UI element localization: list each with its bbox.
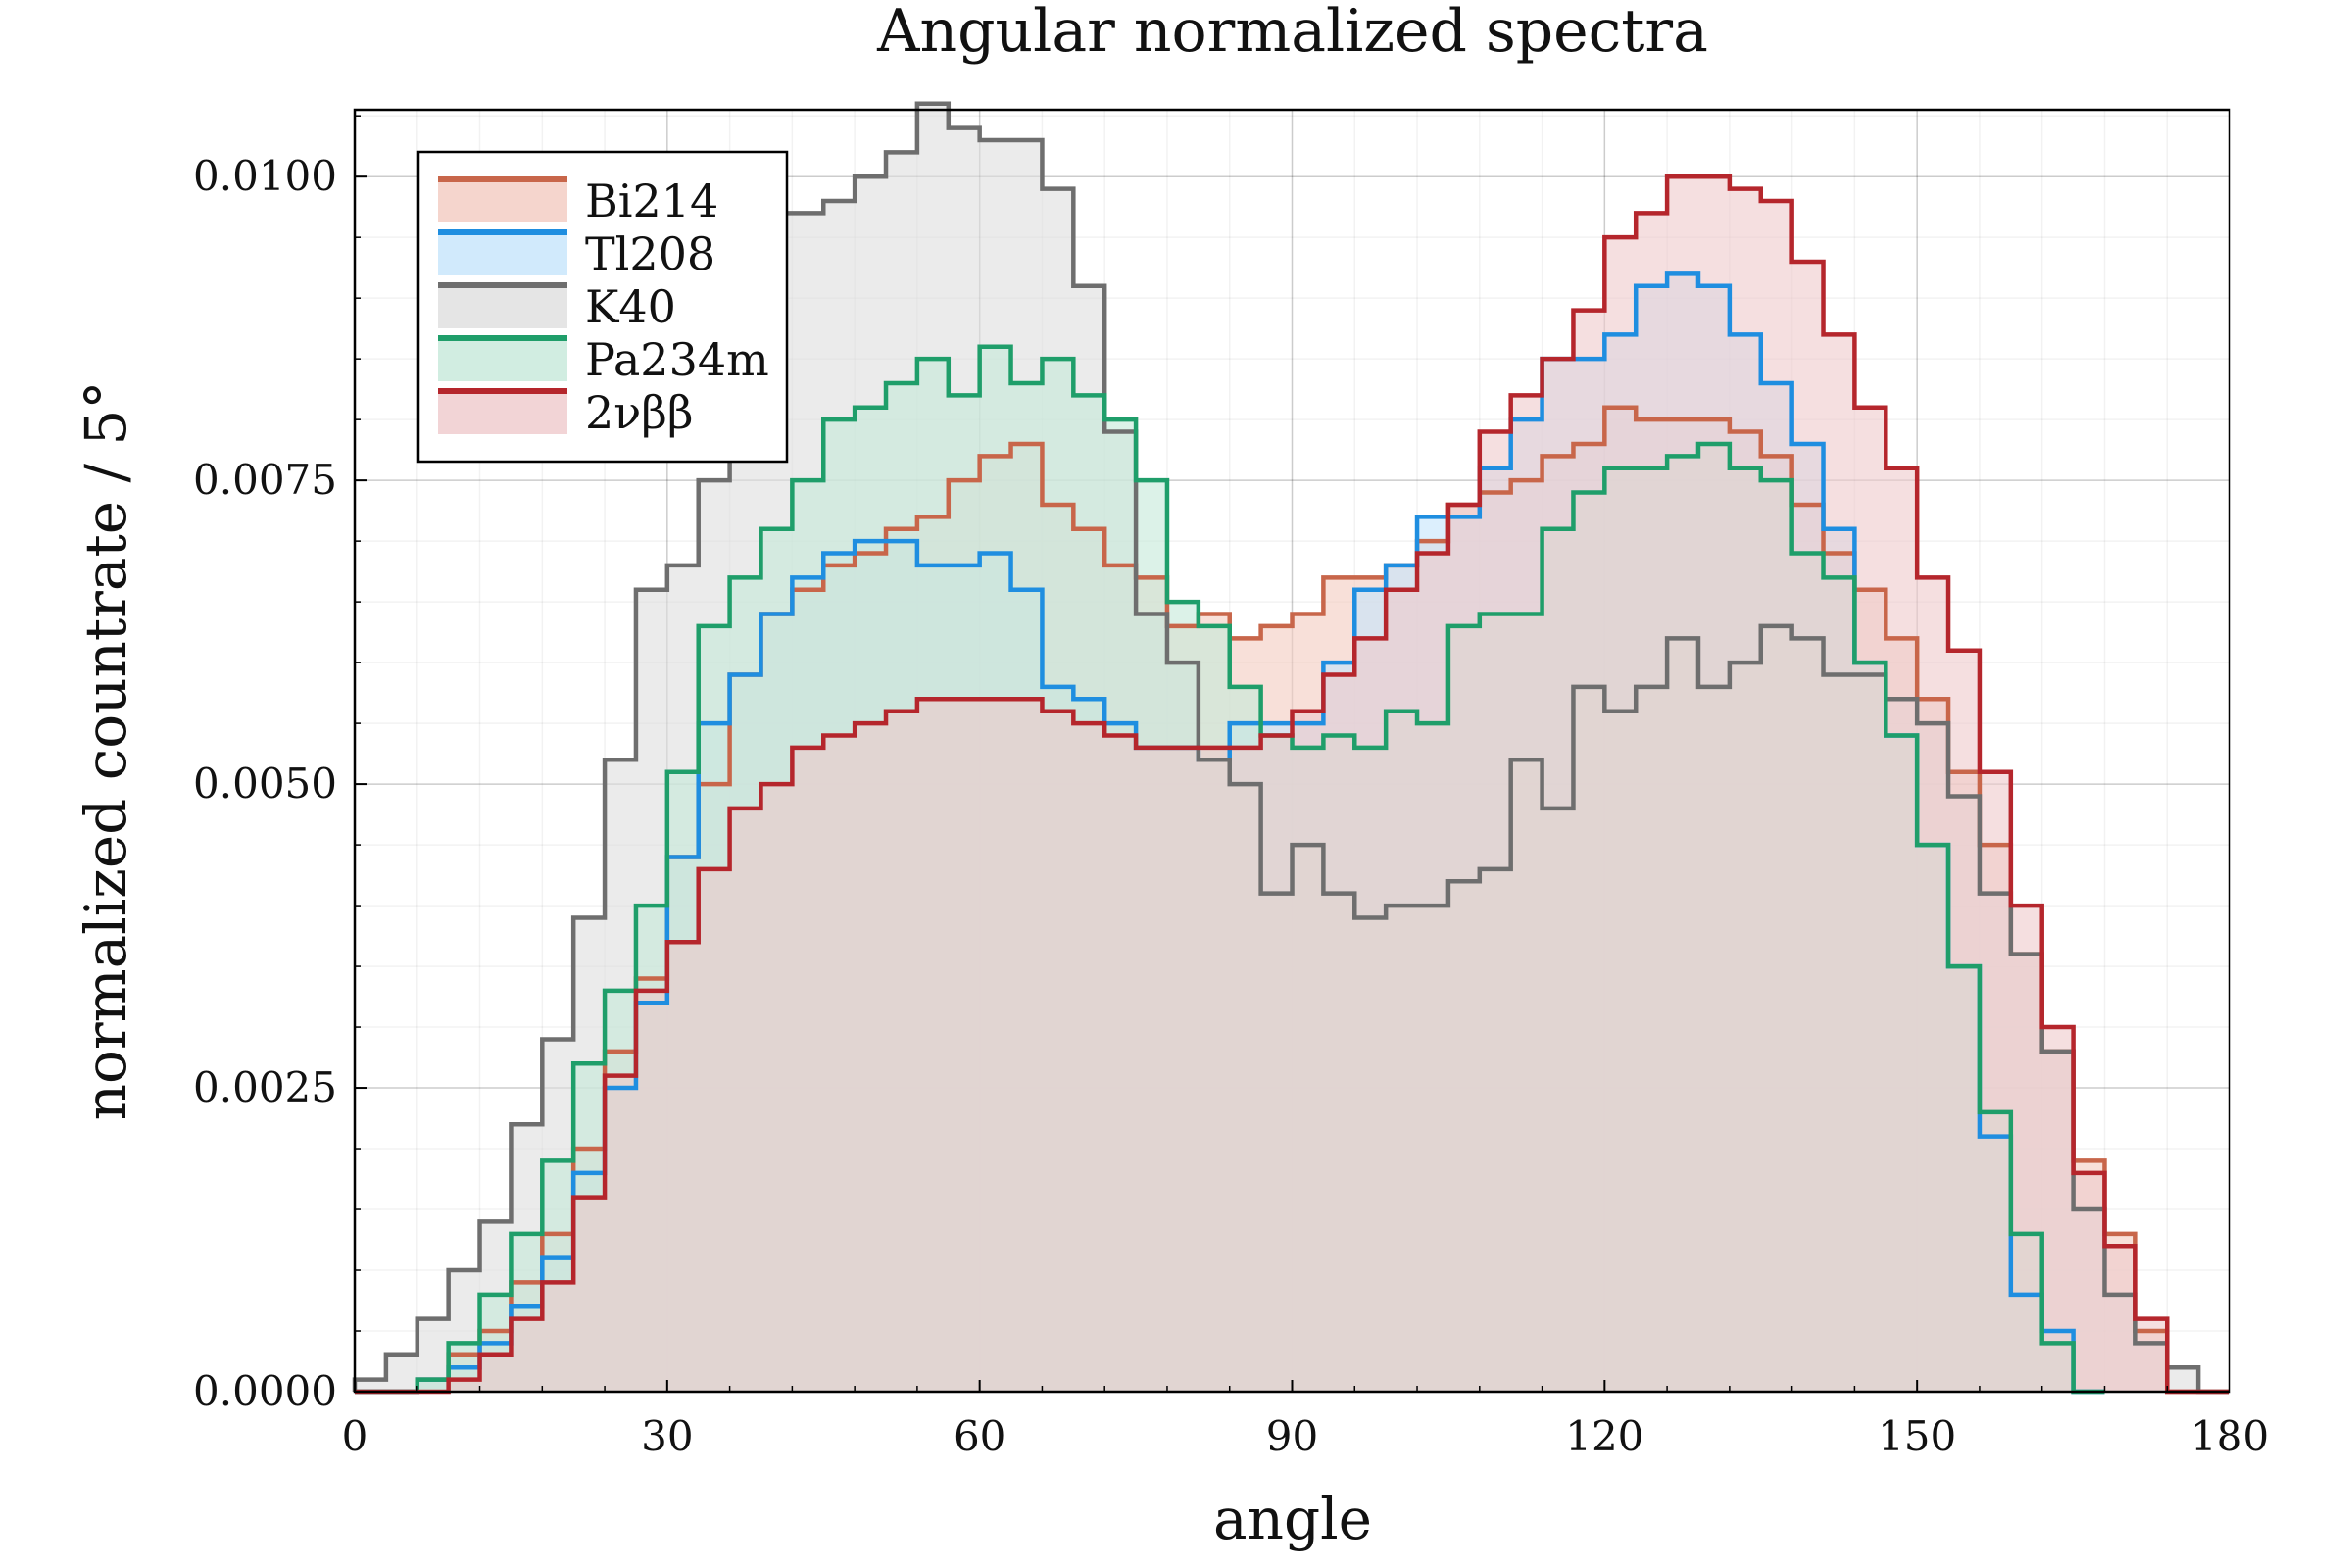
y-tick-label: 0.0075 bbox=[193, 456, 337, 504]
legend-swatch bbox=[438, 232, 567, 275]
series-line bbox=[355, 271, 2105, 1395]
legend-swatch bbox=[438, 338, 567, 381]
x-tick-label: 30 bbox=[641, 1412, 693, 1460]
x-tick-label: 180 bbox=[2190, 1412, 2269, 1460]
y-tick-label: 0.0050 bbox=[193, 760, 337, 808]
y-axis-title: normalized countrate / 5° bbox=[73, 381, 139, 1121]
legend-label: Tl208 bbox=[585, 227, 715, 280]
x-tick-label: 120 bbox=[1565, 1412, 1643, 1460]
x-tick-label: 90 bbox=[1266, 1412, 1318, 1460]
series-lines bbox=[352, 101, 2230, 1395]
x-tick-label: 150 bbox=[1878, 1412, 1956, 1460]
series-line bbox=[355, 173, 2230, 1395]
legend-swatch bbox=[438, 285, 567, 328]
chart-title: Angular normalized spectra bbox=[876, 0, 1708, 66]
legend-swatch bbox=[438, 179, 567, 222]
legend-swatch bbox=[438, 391, 567, 434]
axes: 0 30 60 90 120 150 180 0.0000 0.0025 0.0050 0.0075… bbox=[193, 115, 2269, 1460]
legend-label: 2νββ bbox=[585, 386, 693, 439]
x-axis-title: angle bbox=[1213, 1486, 1372, 1552]
series-line bbox=[355, 344, 2105, 1395]
legend-label: K40 bbox=[585, 280, 676, 333]
y-tick-label: 0.0100 bbox=[193, 152, 337, 200]
x-tick-label: 60 bbox=[954, 1412, 1005, 1460]
y-tick-label: 0.0025 bbox=[193, 1063, 337, 1111]
y-tick-label: 0.0000 bbox=[193, 1367, 337, 1415]
x-tick-label: 0 bbox=[342, 1412, 368, 1460]
series-line bbox=[352, 101, 2230, 1395]
legend-label: Pa234m bbox=[585, 333, 769, 386]
legend-label: Bi214 bbox=[585, 174, 718, 227]
